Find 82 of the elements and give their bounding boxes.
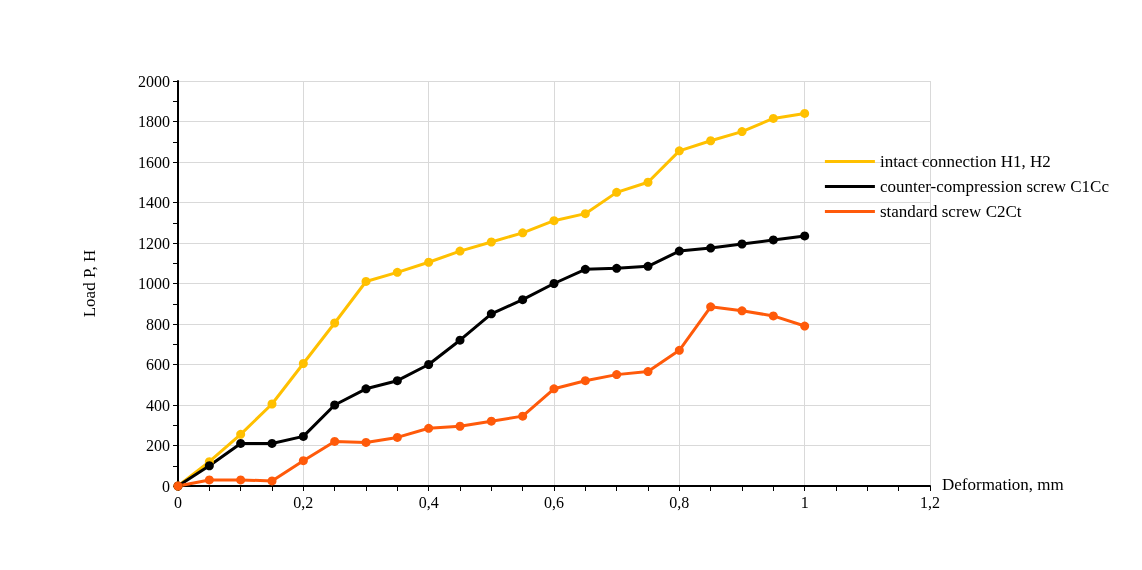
point <box>674 246 684 256</box>
y-tick-label: 400 <box>146 396 170 414</box>
point <box>580 376 590 386</box>
point <box>330 400 340 410</box>
point <box>424 257 434 267</box>
y-tick-label: 800 <box>146 315 170 333</box>
point <box>455 335 465 345</box>
point <box>236 438 246 448</box>
point <box>549 216 559 226</box>
point <box>361 276 371 286</box>
point <box>549 384 559 394</box>
y-tick-label: 1800 <box>138 113 170 130</box>
point <box>236 429 246 439</box>
point <box>737 239 747 249</box>
point <box>612 370 622 380</box>
y-tick-label: 0 <box>162 477 170 495</box>
point <box>706 243 716 253</box>
point <box>361 437 371 447</box>
point <box>455 246 465 256</box>
point <box>674 345 684 355</box>
x-tick-label: 0,6 <box>544 493 564 511</box>
point <box>737 127 747 137</box>
y-tick-label: 1400 <box>138 194 170 211</box>
legend-label: standard screw C2Ct <box>879 202 1022 221</box>
legend-label: counter-compression screw C1Cc <box>879 177 1110 196</box>
point <box>298 456 308 466</box>
x-tick-label: 0,4 <box>418 493 439 511</box>
y-tick-label: 1200 <box>138 234 170 252</box>
point <box>768 311 778 321</box>
point <box>737 306 747 316</box>
point <box>518 411 528 421</box>
point <box>204 475 214 485</box>
point <box>768 235 778 245</box>
point <box>580 209 590 219</box>
x-axis-title: Deformation, mm <box>942 475 1064 494</box>
point <box>392 376 402 386</box>
point <box>486 416 496 426</box>
y-tick-label: 2000 <box>138 72 170 90</box>
point <box>267 438 277 448</box>
point <box>612 263 622 273</box>
point <box>706 136 716 146</box>
point <box>549 279 559 288</box>
point <box>267 399 277 409</box>
y-tick-label: 200 <box>146 437 170 454</box>
point <box>330 436 340 446</box>
point <box>424 423 434 433</box>
point <box>486 237 496 247</box>
point <box>580 264 590 274</box>
point <box>674 146 684 156</box>
point <box>643 367 653 377</box>
point <box>204 461 214 471</box>
point <box>455 421 465 431</box>
point <box>392 267 402 277</box>
x-tick-label: 0,2 <box>293 493 314 511</box>
point <box>330 318 340 328</box>
point <box>612 187 622 197</box>
point <box>643 177 653 187</box>
point <box>236 475 246 485</box>
point <box>518 295 528 305</box>
y-axis-title: Load P, H <box>80 249 99 318</box>
y-tick-label: 1600 <box>138 153 170 171</box>
legend-label: intact connection H1, H2 <box>879 152 1051 171</box>
point <box>768 113 778 123</box>
point <box>298 431 308 441</box>
x-tick-label: 0,8 <box>669 493 690 511</box>
point <box>706 302 716 312</box>
point <box>643 261 653 271</box>
point <box>800 321 810 331</box>
x-tick-label: 1,2 <box>920 493 940 511</box>
y-tick-label: 1000 <box>138 275 170 292</box>
point <box>800 108 810 118</box>
point <box>392 432 402 442</box>
point <box>424 360 434 369</box>
y-tick-label: 600 <box>146 356 170 373</box>
x-tick-label: 0 <box>174 493 182 511</box>
x-tick-label: 1 <box>800 493 809 511</box>
point <box>298 358 308 368</box>
point <box>800 231 810 241</box>
point <box>361 384 371 394</box>
point <box>267 476 277 486</box>
point <box>486 309 496 319</box>
point <box>518 228 528 238</box>
